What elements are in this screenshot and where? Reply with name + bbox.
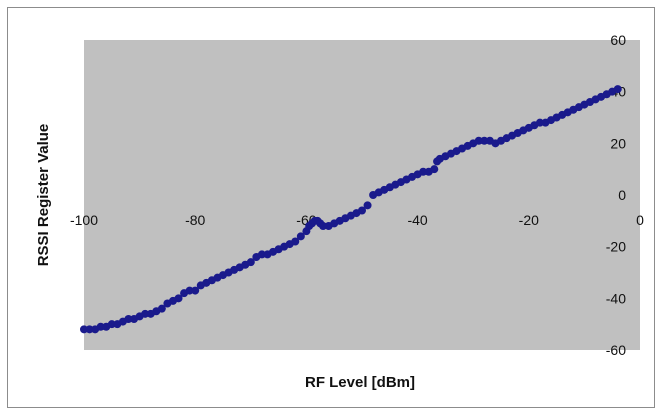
data-point (191, 286, 200, 295)
data-point (430, 165, 439, 174)
data-point (246, 258, 255, 267)
data-point (613, 85, 622, 94)
data-points (80, 85, 622, 334)
y-tick-label: 60 (610, 32, 626, 48)
data-point (296, 232, 305, 241)
y-tick-label: 0 (618, 187, 626, 203)
x-axis-title: RF Level [dBm] (305, 374, 415, 391)
data-point (141, 309, 150, 318)
x-tick-label: -80 (185, 212, 205, 228)
data-point (257, 250, 266, 259)
data-point (535, 118, 544, 127)
data-point (96, 322, 105, 331)
x-tick-label: -40 (407, 212, 427, 228)
x-tick-labels: -100 -80 -60 -40 -20 0 (70, 212, 644, 228)
x-tick-label: -20 (519, 212, 539, 228)
y-tick-label: -20 (606, 239, 626, 255)
data-point (107, 320, 116, 329)
data-point (480, 136, 489, 145)
data-point (85, 325, 94, 334)
x-tick-label: 0 (636, 212, 644, 228)
y-axis-title: RSSI Register Value (35, 124, 52, 267)
y-tick-label: -40 (606, 290, 626, 306)
y-tick-label: 20 (610, 135, 626, 151)
data-point (157, 304, 166, 313)
data-point (80, 325, 88, 334)
y-tick-label: -60 (606, 342, 626, 358)
data-point (319, 222, 328, 230)
data-point (358, 206, 366, 215)
x-tick-label: -100 (70, 212, 98, 228)
data-point (124, 315, 133, 323)
data-point (185, 286, 194, 295)
data-point (291, 237, 300, 246)
data-point (419, 167, 428, 176)
data-point (363, 201, 372, 210)
data-point (474, 136, 483, 145)
data-point (174, 294, 183, 303)
